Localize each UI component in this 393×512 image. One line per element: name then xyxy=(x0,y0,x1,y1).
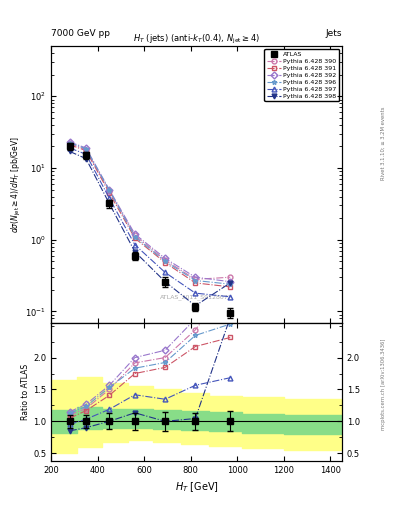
Pythia 6.428 396 xyxy=(163,258,167,264)
Pythia 6.428 397 xyxy=(193,290,198,296)
Pythia 6.428 392 xyxy=(163,255,167,262)
Line: Pythia 6.428 391: Pythia 6.428 391 xyxy=(67,142,233,289)
Pythia 6.428 396 xyxy=(228,281,233,287)
Pythia 6.428 392 xyxy=(67,139,72,145)
Y-axis label: Ratio to ATLAS: Ratio to ATLAS xyxy=(21,364,30,420)
Text: 7000 GeV pp: 7000 GeV pp xyxy=(51,29,110,38)
Pythia 6.428 398 xyxy=(163,279,167,285)
Pythia 6.428 398 xyxy=(193,303,198,309)
X-axis label: $H_T$ [GeV]: $H_T$ [GeV] xyxy=(174,480,219,494)
Line: Pythia 6.428 390: Pythia 6.428 390 xyxy=(67,141,233,282)
Pythia 6.428 391 xyxy=(84,147,88,154)
Pythia 6.428 391 xyxy=(163,260,167,266)
Pythia 6.428 392 xyxy=(107,186,112,193)
Pythia 6.428 398 xyxy=(107,200,112,206)
Pythia 6.428 398 xyxy=(84,156,88,162)
Pythia 6.428 390 xyxy=(107,188,112,194)
Line: Pythia 6.428 397: Pythia 6.428 397 xyxy=(67,145,233,299)
Legend: ATLAS, Pythia 6.428 390, Pythia 6.428 391, Pythia 6.428 392, Pythia 6.428 396, P: ATLAS, Pythia 6.428 390, Pythia 6.428 39… xyxy=(264,49,339,101)
Pythia 6.428 396 xyxy=(67,140,72,146)
Pythia 6.428 398 xyxy=(228,280,233,286)
Text: Jets: Jets xyxy=(325,29,342,38)
Pythia 6.428 391 xyxy=(107,190,112,196)
Pythia 6.428 391 xyxy=(132,235,137,241)
Pythia 6.428 390 xyxy=(163,257,167,263)
Line: Pythia 6.428 396: Pythia 6.428 396 xyxy=(67,140,233,287)
Pythia 6.428 390 xyxy=(193,276,198,283)
Pythia 6.428 396 xyxy=(84,146,88,152)
Pythia 6.428 392 xyxy=(84,145,88,151)
Pythia 6.428 392 xyxy=(193,274,198,280)
Text: mcplots.cern.ch [arXiv:1306.3436]: mcplots.cern.ch [arXiv:1306.3436] xyxy=(381,338,386,430)
Pythia 6.428 390 xyxy=(228,274,233,280)
Pythia 6.428 392 xyxy=(228,279,233,285)
Pythia 6.428 397 xyxy=(132,242,137,248)
Line: Pythia 6.428 392: Pythia 6.428 392 xyxy=(67,140,233,284)
Pythia 6.428 398 xyxy=(67,148,72,155)
Pythia 6.428 396 xyxy=(132,233,137,240)
Text: ATLAS_2011_S9128077: ATLAS_2011_S9128077 xyxy=(160,295,233,301)
Title: $H_T$ (jets) (anti-$k_T$(0.4), $N_\mathrm{jet} \geq 4$): $H_T$ (jets) (anti-$k_T$(0.4), $N_\mathr… xyxy=(133,33,260,46)
Pythia 6.428 397 xyxy=(163,269,167,275)
Pythia 6.428 397 xyxy=(84,151,88,157)
Pythia 6.428 391 xyxy=(193,280,198,286)
Pythia 6.428 396 xyxy=(193,278,198,284)
Y-axis label: $d\sigma(N_\mathrm{jet} \geq 4) / dH_T$ [pb/GeV]: $d\sigma(N_\mathrm{jet} \geq 4) / dH_T$ … xyxy=(9,136,23,233)
Pythia 6.428 397 xyxy=(228,294,233,300)
Pythia 6.428 390 xyxy=(84,146,88,153)
Pythia 6.428 398 xyxy=(132,249,137,255)
Pythia 6.428 390 xyxy=(67,140,72,146)
Text: Rivet 3.1.10; ≥ 3.2M events: Rivet 3.1.10; ≥ 3.2M events xyxy=(381,106,386,180)
Line: Pythia 6.428 398: Pythia 6.428 398 xyxy=(67,149,233,308)
Pythia 6.428 396 xyxy=(107,187,112,193)
Pythia 6.428 390 xyxy=(132,232,137,239)
Pythia 6.428 392 xyxy=(132,231,137,237)
Pythia 6.428 391 xyxy=(228,284,233,290)
Pythia 6.428 397 xyxy=(107,195,112,201)
Pythia 6.428 397 xyxy=(67,145,72,151)
Pythia 6.428 391 xyxy=(67,142,72,148)
